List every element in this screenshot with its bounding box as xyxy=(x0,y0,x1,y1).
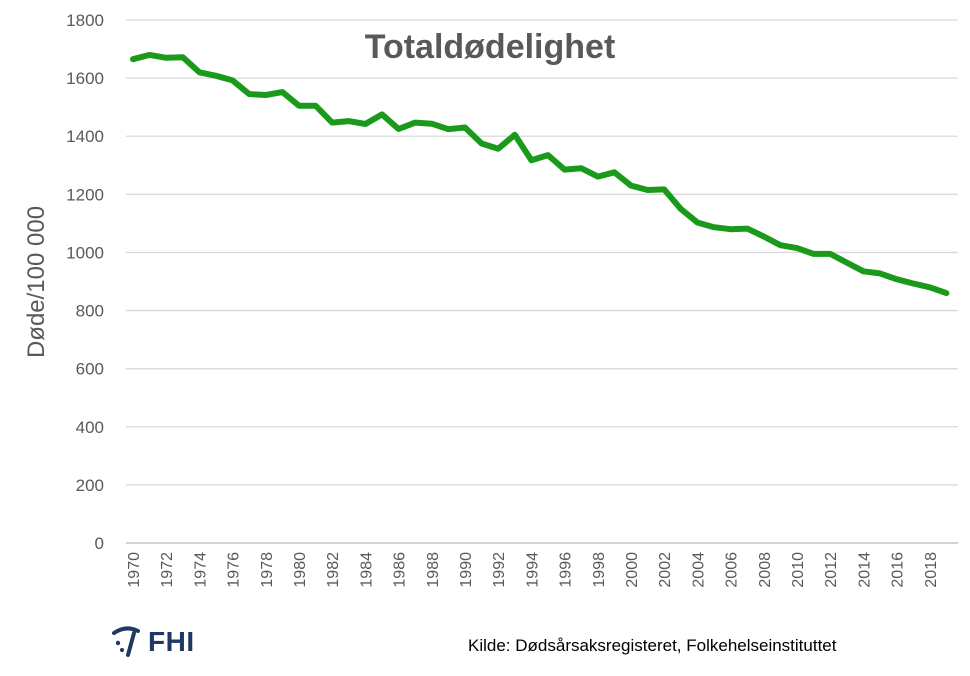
x-tick-label: 2002 xyxy=(657,552,674,588)
x-tick-label: 1976 xyxy=(226,552,243,588)
x-tick-label: 1988 xyxy=(425,552,442,588)
y-tick-label: 1600 xyxy=(66,69,104,88)
y-tick-label: 800 xyxy=(76,302,104,321)
source-note: Kilde: Dødsårsaksregisteret, Folkehelsei… xyxy=(468,636,837,655)
y-tick-label: 400 xyxy=(76,418,104,437)
fhi-logo: FHI xyxy=(112,622,195,662)
y-axis-ticks: 0 200 400 600 800 1000 1200 1400 1600 1800 xyxy=(66,11,104,553)
x-tick-label: 1998 xyxy=(591,552,608,588)
x-tick-label: 2012 xyxy=(823,552,840,588)
x-tick-label: 2006 xyxy=(724,552,741,588)
x-tick-label: 1978 xyxy=(259,552,276,588)
x-tick-label: 1970 xyxy=(126,552,143,588)
series-group xyxy=(130,51,950,297)
x-tick-label: 1994 xyxy=(524,552,541,588)
fhi-logo-text: FHI xyxy=(148,626,195,657)
x-tick-label: 2016 xyxy=(890,552,907,588)
series-line-0 xyxy=(130,51,950,297)
x-tick-label: 1990 xyxy=(458,552,475,588)
y-tick-label: 1200 xyxy=(66,185,104,204)
x-tick-label: 2010 xyxy=(790,552,807,588)
x-tick-label: 1984 xyxy=(358,552,375,588)
gridlines xyxy=(126,19,958,544)
x-axis-ticks: 1970 1972 1974 1976 1978 1980 1982 1984 1986 1988… xyxy=(126,552,940,588)
x-tick-label: 2008 xyxy=(757,552,774,588)
x-tick-label: 2018 xyxy=(923,552,940,588)
x-tick-label: 1980 xyxy=(292,552,309,588)
x-tick-label: 1972 xyxy=(159,552,176,588)
y-tick-label: 1800 xyxy=(66,11,104,30)
y-tick-label: 600 xyxy=(76,360,104,379)
y-tick-label: 0 xyxy=(95,534,104,553)
y-tick-label: 1000 xyxy=(66,243,104,262)
y-tick-label: 200 xyxy=(76,476,104,495)
y-axis-label: Døde/100 000 xyxy=(23,206,50,358)
x-tick-label: 1992 xyxy=(491,552,508,588)
x-tick-label: 1982 xyxy=(325,552,342,588)
fhi-logo-icon xyxy=(112,626,140,657)
x-tick-label: 1996 xyxy=(558,552,575,588)
x-tick-label: 2000 xyxy=(624,552,641,588)
y-tick-label: 1400 xyxy=(66,127,104,146)
x-tick-label: 1986 xyxy=(392,552,409,588)
x-tick-label: 1974 xyxy=(192,552,209,588)
x-tick-label: 2004 xyxy=(690,552,707,588)
chart-title: Totaldødelighet xyxy=(365,28,616,66)
x-tick-label: 2014 xyxy=(856,552,873,588)
